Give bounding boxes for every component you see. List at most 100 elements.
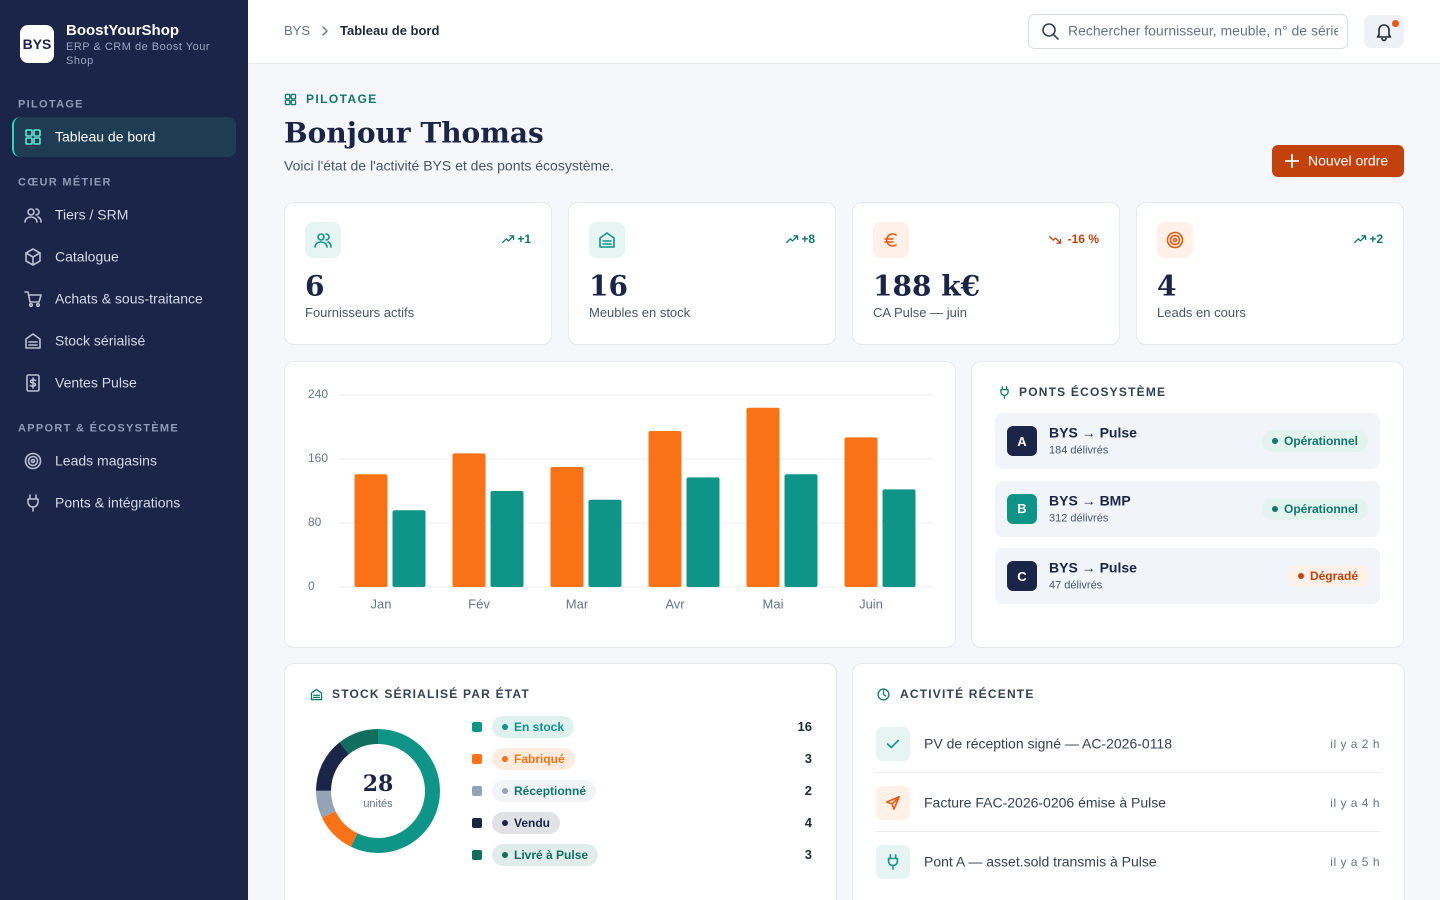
nav-label: Leads magasins	[55, 452, 157, 469]
x-tick-label: Fév	[468, 596, 490, 611]
legend-value: 3	[804, 847, 812, 863]
kpi-icon-bg	[1157, 222, 1193, 258]
legend-swatch	[472, 786, 482, 796]
icon-stroke	[27, 208, 35, 216]
icon-stroke	[877, 688, 890, 701]
y-tick-label: 0	[308, 579, 315, 593]
legend-dot	[502, 852, 508, 858]
icon	[24, 452, 42, 470]
icon-stroke	[33, 137, 41, 145]
icon	[322, 26, 328, 36]
activity-text: PV de réception signé — AC-2026-0118	[924, 735, 1173, 752]
nav-item[interactable]	[12, 237, 236, 277]
legend-swatch	[472, 850, 482, 860]
bridge-badge: A	[1007, 426, 1037, 456]
icon-stroke	[284, 93, 291, 100]
brand: BoostYourShop	[66, 22, 180, 39]
kpi-trend: +8	[801, 231, 815, 246]
y-tick-label: 160	[308, 451, 328, 465]
icon	[1000, 386, 1009, 399]
legend-value: 2	[804, 783, 812, 799]
icon-stroke	[1000, 386, 1009, 399]
icon-stroke	[27, 455, 39, 467]
x-tick-label: Avr	[665, 596, 685, 611]
icon	[1354, 235, 1367, 244]
status-pill: Opérationnel	[1261, 497, 1368, 520]
bridge-badge: C	[1007, 561, 1037, 591]
icon-stroke	[27, 494, 39, 512]
icon-stroke	[35, 302, 41, 308]
icon-stroke	[602, 240, 612, 245]
icon	[24, 208, 42, 223]
bar	[550, 467, 584, 587]
bar	[588, 499, 622, 587]
icon-stroke	[1169, 234, 1181, 246]
x-tick-label: Mar	[566, 596, 589, 611]
nav-section-title: APPORT & ÉCOSYSTÈME	[18, 422, 179, 435]
bridge-name: BYS → Pulse	[1049, 424, 1137, 441]
icon-stroke	[25, 137, 33, 145]
icon-stroke	[25, 333, 41, 349]
search[interactable]	[1028, 14, 1348, 49]
icon	[310, 688, 323, 701]
eyebrow: PILOTAGE	[306, 91, 378, 106]
kpi-label: Leads en cours	[1157, 305, 1246, 321]
icon-stroke	[882, 690, 887, 697]
icon	[1042, 23, 1059, 40]
legend-swatch	[472, 818, 482, 828]
icon-stroke	[317, 233, 325, 241]
donut-total: 28	[363, 771, 394, 797]
icon	[25, 333, 41, 349]
stock-card	[284, 663, 837, 900]
divider	[876, 831, 1380, 832]
icon-stroke	[24, 291, 42, 303]
icon-stroke	[886, 739, 900, 749]
icon-stroke	[891, 795, 901, 805]
kpi-trend: +1	[517, 231, 531, 246]
icon	[502, 235, 515, 244]
legend-dot	[502, 788, 508, 794]
status-dot	[1271, 505, 1278, 512]
y-tick-label: 80	[308, 515, 322, 529]
kpi-trend: +2	[1369, 231, 1383, 246]
bar	[452, 453, 486, 587]
legend-pill: En stock	[492, 716, 575, 738]
kpi-value: 16	[589, 269, 628, 303]
bar	[746, 407, 780, 587]
kpi-trend: -16 %	[1067, 231, 1099, 246]
bridge-count: 312 délivrés	[1049, 511, 1109, 524]
icon-stroke	[30, 458, 36, 464]
legend-pill: Vendu	[492, 812, 561, 834]
bridge-name: BYS → Pulse	[1049, 559, 1137, 576]
nav-label: Achats & sous-traitance	[55, 290, 203, 307]
kpi-value: 4	[1157, 269, 1177, 303]
legend-pill: Réceptionné	[492, 780, 597, 802]
page-subtitle: Voici l'état de l'activité BYS et des po…	[284, 157, 614, 174]
bar	[784, 474, 818, 587]
bridge-name: BYS → BMP	[1049, 492, 1131, 509]
legend-dot	[502, 820, 508, 826]
card-title: STOCK SÉRIALISÉ PAR ÉTAT	[332, 686, 530, 701]
icon	[1049, 235, 1062, 244]
activity-icon-bg	[876, 845, 910, 879]
page-title: Bonjour Thomas	[284, 116, 544, 150]
icon-stroke	[1376, 24, 1392, 38]
icon	[1166, 231, 1184, 249]
icon-stroke	[884, 233, 897, 247]
bridge-badge: B	[1007, 493, 1037, 524]
icon-stroke	[312, 694, 321, 699]
icon-stroke	[1042, 23, 1056, 37]
kpi-label: Meubles en stock	[589, 305, 691, 321]
donut-total-label: unités	[363, 798, 393, 810]
activity-time: il y a 4 h	[1330, 795, 1380, 810]
icon-stroke	[33, 129, 41, 137]
nav-item[interactable]	[12, 117, 236, 157]
legend-pill: Livré à Pulse	[492, 844, 599, 866]
kpi-label: Fournisseurs actifs	[305, 305, 415, 321]
icon-stroke	[24, 452, 42, 470]
legend-value: 16	[797, 719, 812, 735]
icon	[1284, 153, 1300, 169]
nav-label: Stock sérialisé	[55, 332, 146, 349]
nav-section-title: PILOTAGE	[18, 98, 84, 111]
